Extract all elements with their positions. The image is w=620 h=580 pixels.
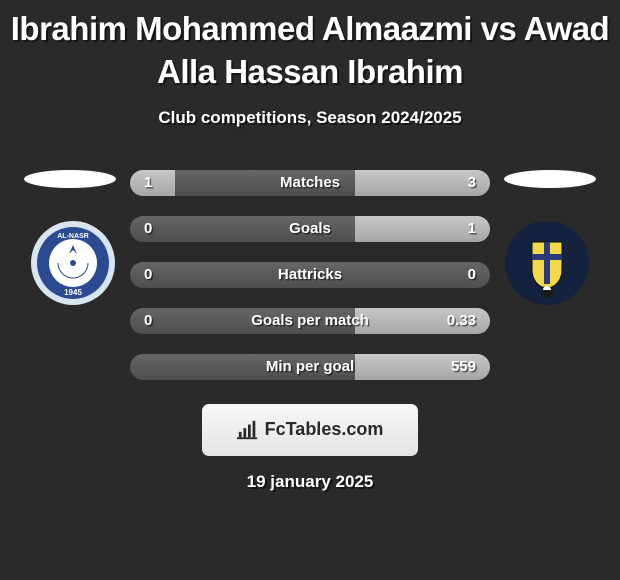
comparison-card: Ibrahim Mohammed Almaazmi vs Awad Alla H… (0, 0, 620, 580)
player-right-crest (504, 220, 590, 306)
stat-row: 559Min per goal (130, 348, 490, 386)
content: AL-NASR 1945 13Matches 01Goals 00Hattricks… (10, 164, 610, 492)
brand-text: FcTables.com (265, 419, 384, 440)
stat-label: Matches (130, 164, 490, 202)
subtitle: Club competitions, Season 2024/2025 (10, 108, 610, 128)
crest-right-icon (504, 220, 590, 306)
stat-label: Min per goal (130, 348, 490, 386)
player-left-crest: AL-NASR 1945 (30, 220, 116, 306)
stat-row: 13Matches (130, 164, 490, 202)
stat-row: 01Goals (130, 210, 490, 248)
crest-left-icon: AL-NASR 1945 (30, 220, 116, 306)
stat-row: 00.33Goals per match (130, 302, 490, 340)
player-left-name-chip (24, 170, 116, 188)
stat-row: 00Hattricks (130, 256, 490, 294)
stat-label: Goals per match (130, 302, 490, 340)
stat-label: Hattricks (130, 256, 490, 294)
player-right-name-chip (504, 170, 596, 188)
stats-list: 13Matches 01Goals 00Hattricks 00.33Goals pe… (130, 164, 490, 386)
svg-text:AL-NASR: AL-NASR (57, 233, 89, 240)
page-title: Ibrahim Mohammed Almaazmi vs Awad Alla H… (10, 0, 610, 94)
svg-text:1945: 1945 (64, 288, 82, 297)
brand-badge[interactable]: FcTables.com (202, 404, 418, 456)
date-text: 19 january 2025 (10, 472, 610, 492)
bar-chart-icon (237, 420, 259, 440)
stat-label: Goals (130, 210, 490, 248)
